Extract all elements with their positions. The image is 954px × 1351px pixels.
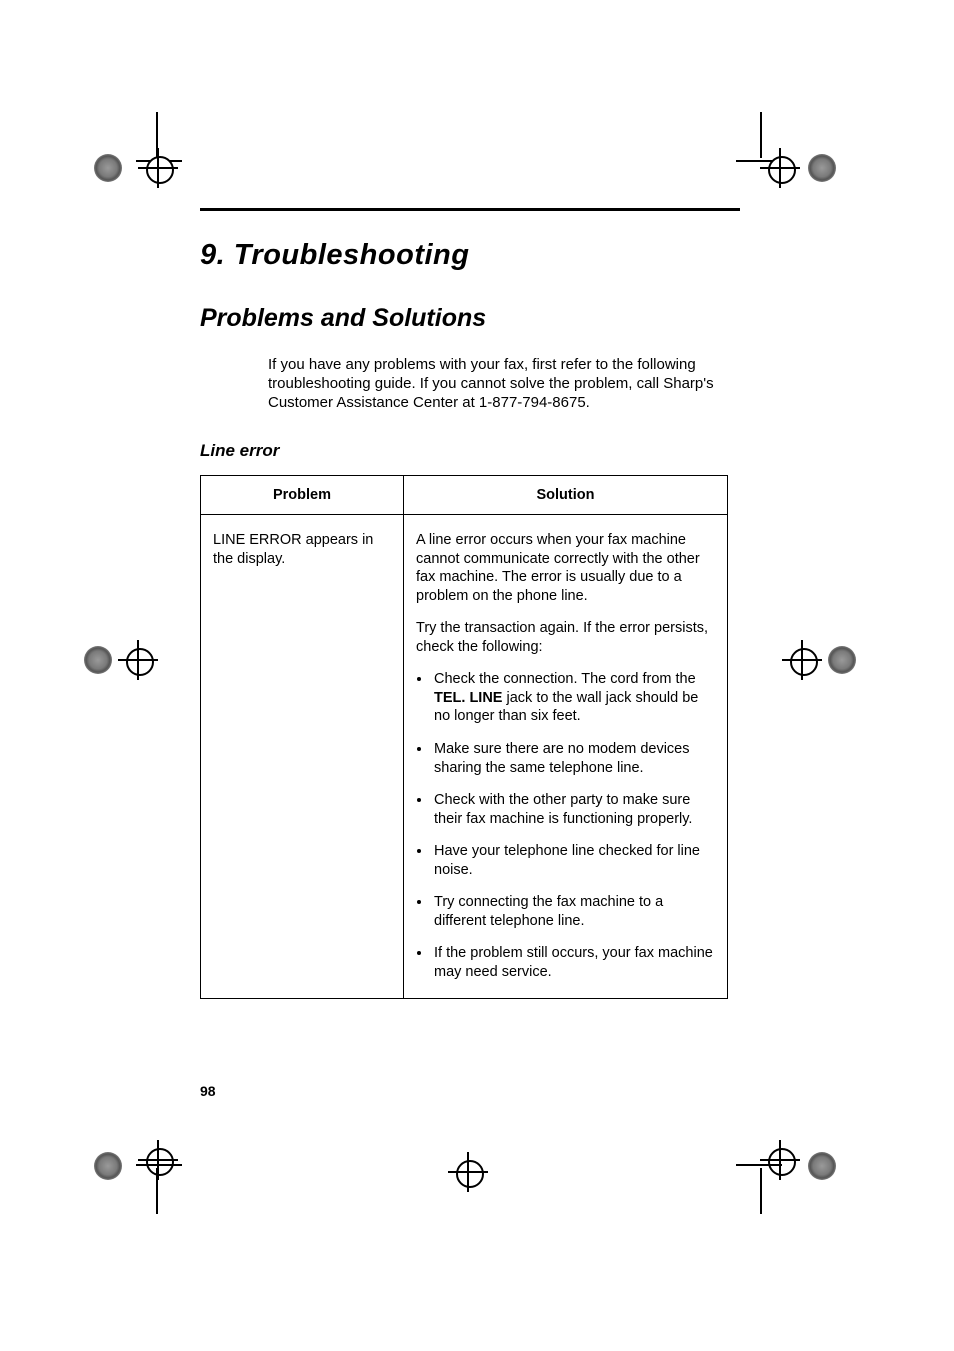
table-header-row: Problem Solution: [201, 475, 728, 515]
registration-mark-icon: [100, 1146, 140, 1186]
crosshair-icon: [760, 148, 800, 188]
list-item: Make sure there are no modem devices sha…: [432, 740, 715, 777]
bold-text: TEL. LINE: [434, 690, 502, 706]
table-row: LINE ERROR appears in the display. A lin…: [201, 515, 728, 998]
solution-paragraph: A line error occurs when your fax machin…: [416, 531, 715, 605]
list-item: If the problem still occurs, your fax ma…: [432, 944, 715, 981]
column-header-solution: Solution: [404, 475, 728, 515]
registration-mark-icon: [84, 640, 124, 680]
solution-paragraph: Try the transaction again. If the error …: [416, 619, 715, 656]
list-item: Check with the other party to make sure …: [432, 791, 715, 828]
registration-mark-icon: [100, 148, 140, 188]
section-title: Problems and Solutions: [200, 304, 740, 333]
list-item: Try connecting the fax machine to a diff…: [432, 893, 715, 930]
problem-cell: LINE ERROR appears in the display.: [201, 515, 404, 998]
crosshair-icon: [138, 1140, 178, 1180]
solution-bullet-list: Check the connection. The cord from the …: [416, 670, 715, 981]
registration-mark-icon: [822, 640, 862, 680]
registration-mark-icon: [802, 1146, 842, 1186]
crosshair-icon: [118, 640, 158, 680]
crosshair-icon: [782, 640, 822, 680]
document-page: 9. Troubleshooting Problems and Solution…: [0, 0, 954, 1351]
list-item: Check the connection. The cord from the …: [432, 670, 715, 726]
registration-mark-icon: [802, 148, 842, 188]
column-header-problem: Problem: [201, 475, 404, 515]
chapter-title: 9. Troubleshooting: [200, 239, 740, 272]
bullet-text: Check the connection. The cord from the: [434, 671, 696, 687]
page-number: 98: [200, 1083, 216, 1099]
subsection-title: Line error: [200, 441, 740, 461]
crosshair-icon: [138, 148, 178, 188]
crosshair-icon: [448, 1152, 488, 1192]
content-area: 9. Troubleshooting Problems and Solution…: [200, 208, 740, 999]
crosshair-icon: [760, 1140, 800, 1180]
solution-cell: A line error occurs when your fax machin…: [404, 515, 728, 998]
horizontal-rule: [200, 208, 740, 211]
list-item: Have your telephone line checked for lin…: [432, 842, 715, 879]
troubleshooting-table: Problem Solution LINE ERROR appears in t…: [200, 475, 728, 999]
intro-paragraph: If you have any problems with your fax, …: [268, 355, 728, 413]
